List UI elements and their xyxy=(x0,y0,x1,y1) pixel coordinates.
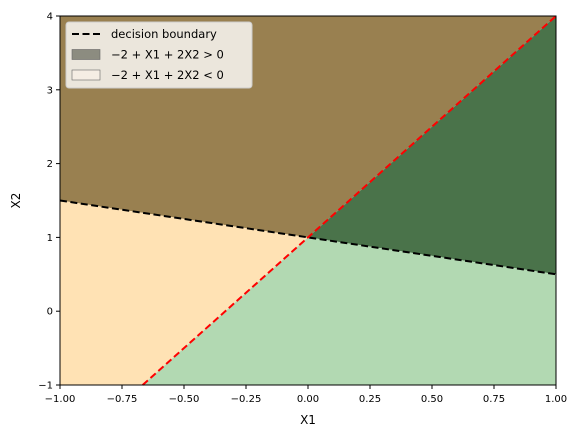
y-tick-label: −1 xyxy=(38,381,53,392)
legend-swatch-1 xyxy=(71,49,101,60)
region-above-right xyxy=(308,16,556,275)
x-axis: −1.00 −0.75 −0.50 −0.25 0.00 0.25 0.50 0.75 1.00 xyxy=(45,385,567,405)
x-tick-label: 1.00 xyxy=(545,394,567,405)
red-dashed-line xyxy=(141,15,557,386)
y-axis-label: X2 xyxy=(9,193,23,209)
y-tick-label: 4 xyxy=(47,12,53,23)
x-tick-label: 0.50 xyxy=(421,394,443,405)
y-tick-label: 0 xyxy=(47,307,53,318)
legend-label: −2 + X1 + 2X2 > 0 xyxy=(111,48,224,62)
x-tick-label: −0.25 xyxy=(231,394,262,405)
x-tick-label: 0.00 xyxy=(297,394,319,405)
x-axis-label: X1 xyxy=(300,413,316,427)
y-axis: −1 0 1 2 3 4 xyxy=(38,12,60,392)
y-tick-label: 1 xyxy=(47,233,53,244)
x-tick-label: −0.50 xyxy=(169,394,200,405)
legend-box xyxy=(65,21,253,89)
region-below-right xyxy=(142,237,556,385)
x-tick-label: 0.25 xyxy=(359,394,381,405)
y-tick-label: 2 xyxy=(47,159,53,170)
legend-swatch-2 xyxy=(71,69,101,81)
line-layer xyxy=(59,15,557,386)
x-tick-label: −0.75 xyxy=(107,394,138,405)
x-tick-label: 0.75 xyxy=(483,394,505,405)
region-below-left xyxy=(60,200,308,385)
x-tick-label: −1.00 xyxy=(45,394,76,405)
legend-label: −2 + X1 + 2X2 < 0 xyxy=(111,68,224,82)
legend: decision boundary −2 + X1 + 2X2 > 0 −2 + X… xyxy=(65,21,253,89)
legend-label: decision boundary xyxy=(111,27,217,41)
y-tick-label: 3 xyxy=(47,85,53,96)
